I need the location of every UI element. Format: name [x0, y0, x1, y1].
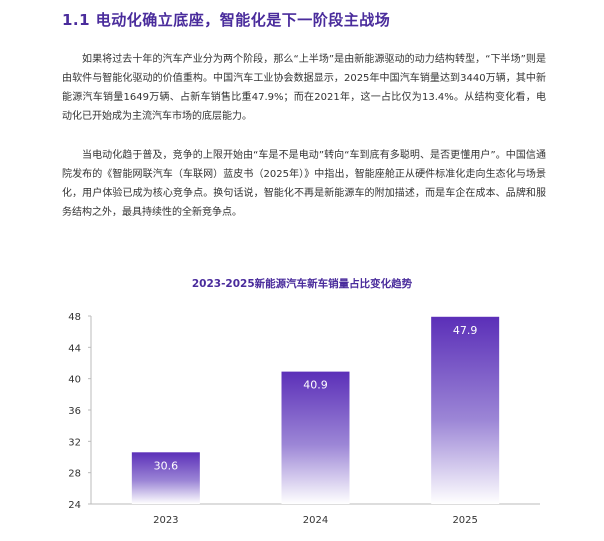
bar-value-label: 47.9: [453, 324, 478, 337]
bar-value-label: 30.6: [154, 459, 179, 472]
x-tick-label: 2023: [153, 515, 178, 526]
y-tick-label: 44: [68, 343, 81, 354]
y-tick-label: 24: [68, 500, 81, 511]
bar-2024: [281, 371, 350, 504]
y-tick-label: 48: [68, 312, 81, 323]
section-title: 1.1 电动化确立底座，智能化是下一阶段主战场: [62, 11, 391, 29]
chart-title: 2023-2025新能源汽车新车销量占比变化趋势: [191, 278, 413, 290]
bar-2025: [431, 316, 500, 504]
y-tick-label: 28: [68, 469, 81, 480]
bar-2023: [131, 452, 200, 504]
paragraph-2: 当电动化趋于普及，竞争的上限开始由“车是不是电动”转向“车到底有多聪明、是否更懂…: [62, 150, 546, 218]
y-tick-label: 36: [68, 406, 81, 417]
bar-value-label: 40.9: [303, 379, 328, 392]
bar-chart: 24 28 32 36 40 44 48 2023 2024 2025 30.6 40.9 47.9: [68, 312, 540, 526]
y-tick-label: 32: [68, 437, 81, 448]
x-tick-label: 2024: [303, 515, 328, 526]
y-tick-label: 40: [68, 375, 81, 386]
x-tick-label: 2025: [452, 515, 477, 526]
paragraph-1: 如果将过去十年的汽车产业分为两个阶段，那么“上半场”是由新能源驱动的动力结构转型…: [62, 54, 546, 122]
